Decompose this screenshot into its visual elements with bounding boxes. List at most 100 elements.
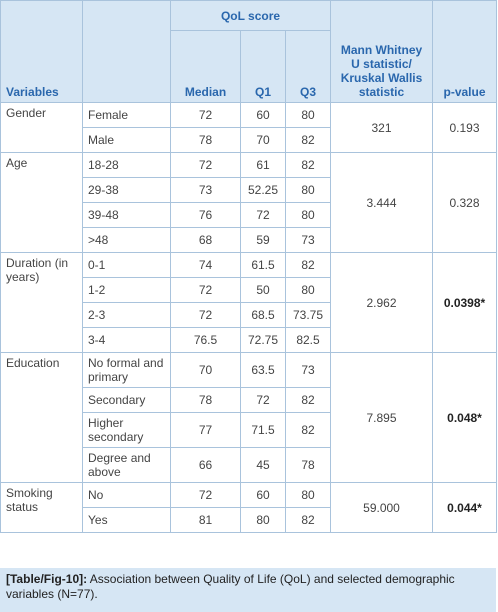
q1-cell: 72.75	[240, 327, 286, 353]
category-cell: Secondary	[82, 387, 171, 413]
q1-cell: 52.25	[240, 177, 286, 203]
table-row: 29-38 73 52.25 80	[1, 177, 497, 203]
q3-cell: 73	[284, 352, 332, 388]
q1-cell: 70	[240, 127, 286, 153]
q3-cell: 82	[284, 152, 332, 178]
header-cell: Median	[170, 30, 241, 103]
median-cell: 72	[170, 482, 241, 508]
header-cell	[82, 0, 171, 103]
category-cell: Male	[82, 127, 171, 153]
caption-label: [Table/Fig-10]:	[6, 572, 88, 586]
category-cell: Higher secondary	[82, 412, 171, 448]
q3-cell: 82	[284, 507, 332, 533]
variable-cell: Age	[0, 152, 83, 253]
median-cell: 78	[170, 387, 241, 413]
data-table: Variables QoL score Mann Whitney U stati…	[0, 0, 498, 533]
table-row: 2-3 72 68.5 73.75	[1, 302, 497, 328]
header-cell: Variables	[0, 0, 83, 103]
category-cell: 39-48	[82, 202, 171, 228]
header-cell: QoL score	[169, 0, 332, 31]
p-value-cell: 0.328	[432, 152, 498, 253]
median-cell: 74	[170, 252, 241, 278]
q3-cell: 82.5	[284, 327, 332, 353]
header-cell: Q3	[284, 30, 332, 103]
q1-cell: 45	[240, 447, 286, 483]
q3-cell: 82	[284, 127, 332, 153]
q3-cell: 80	[284, 102, 332, 128]
variable-cell: Education	[0, 352, 83, 483]
q3-cell: 80	[284, 277, 332, 303]
header-cell: Mann Whitney U statistic/ Kruskal Wallis…	[330, 0, 434, 103]
q3-cell: 80	[284, 482, 332, 508]
table-row: 1-2 72 50 80	[1, 277, 497, 303]
median-cell: 81	[170, 507, 241, 533]
table-row: >48 68 59 73	[1, 227, 497, 253]
q1-cell: 72	[240, 202, 286, 228]
statistic-cell: 59.000	[330, 482, 434, 533]
table-row: 39-48 76 72 80	[1, 202, 497, 228]
median-cell: 72	[170, 152, 241, 178]
statistic-cell: 3.444	[330, 152, 434, 253]
table-row: Higher secondary 77 71.5 82	[1, 412, 497, 448]
q3-cell: 80	[284, 177, 332, 203]
p-value-cell: 0.193	[432, 102, 498, 153]
median-cell: 66	[170, 447, 241, 483]
q3-cell: 82	[284, 387, 332, 413]
median-cell: 70	[170, 352, 241, 388]
q1-cell: 59	[240, 227, 286, 253]
category-cell: No	[82, 482, 171, 508]
category-cell: Degree and above	[82, 447, 171, 483]
category-cell: >48	[82, 227, 171, 253]
caption-text: Association between Quality of Life (QoL…	[6, 572, 455, 601]
median-cell: 72	[170, 277, 241, 303]
q1-cell: 50	[240, 277, 286, 303]
q3-cell: 73.75	[284, 302, 332, 328]
q1-cell: 72	[240, 387, 286, 413]
q1-cell: 71.5	[240, 412, 286, 448]
table-row: Male 78 70 82	[1, 127, 497, 153]
category-cell: Female	[82, 102, 171, 128]
q1-cell: 60	[240, 482, 286, 508]
category-cell: No formal and primary	[82, 352, 171, 388]
q3-cell: 82	[284, 412, 332, 448]
category-cell: 3-4	[82, 327, 171, 353]
q3-cell: 80	[284, 202, 332, 228]
table-row: Degree and above 66 45 78	[1, 447, 497, 483]
q1-cell: 80	[240, 507, 286, 533]
q3-cell: 73	[284, 227, 332, 253]
header-cell: Q1	[240, 30, 286, 103]
median-cell: 72	[170, 102, 241, 128]
table-row: Gender Female 72 60 80 321 0.193	[0, 102, 498, 153]
q1-cell: 60	[240, 102, 286, 128]
p-value-cell: 0.048*	[432, 352, 498, 483]
table-row: 3-4 76.5 72.75 82.5	[1, 327, 497, 353]
median-cell: 76.5	[170, 327, 241, 353]
median-cell: 78	[170, 127, 241, 153]
variable-cell: Smoking status	[0, 482, 83, 533]
median-cell: 76	[170, 202, 241, 228]
statistic-cell: 7.895	[330, 352, 434, 483]
p-value-cell: 0.044*	[432, 482, 498, 533]
p-value-cell: 0.0398*	[432, 252, 498, 353]
category-cell: 2-3	[82, 302, 171, 328]
statistic-cell: 2.962	[330, 252, 434, 353]
q1-cell: 63.5	[240, 352, 286, 388]
median-cell: 77	[170, 412, 241, 448]
q1-cell: 68.5	[240, 302, 286, 328]
median-cell: 72	[170, 302, 241, 328]
caption: [Table/Fig-10]: Association between Qual…	[0, 568, 496, 612]
table-row: Age 18-28 72 61 82 3.444 0.328	[0, 152, 498, 253]
q3-cell: 78	[284, 447, 332, 483]
q1-cell: 61	[240, 152, 286, 178]
q1-cell: 61.5	[240, 252, 286, 278]
table-row: Duration (in years) 0-1 74 61.5 82 2.962 0.039…	[0, 252, 498, 353]
table-row: Education No formal and primary 70 63.5 73 7.…	[0, 352, 498, 483]
category-cell: 29-38	[82, 177, 171, 203]
median-cell: 73	[170, 177, 241, 203]
table-row: Smoking status No 72 60 80 59.000 0.044*	[0, 482, 498, 533]
median-cell: 68	[170, 227, 241, 253]
category-cell: 18-28	[82, 152, 171, 178]
q3-cell: 82	[284, 252, 332, 278]
table-row: Secondary 78 72 82	[1, 387, 497, 413]
statistic-cell: 321	[330, 102, 434, 153]
